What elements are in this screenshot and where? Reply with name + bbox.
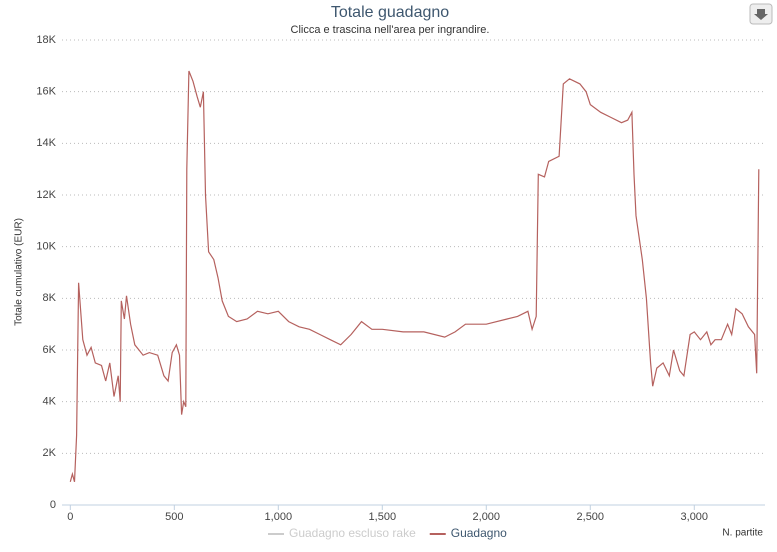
legend-label[interactable]: Guadagno: [451, 526, 507, 540]
chart-title: Totale guadagno: [331, 4, 449, 21]
x-tick-label: 500: [165, 511, 183, 523]
x-tick-label: 2,000: [473, 511, 501, 523]
y-tick-label: 18K: [36, 34, 56, 46]
export-button[interactable]: [749, 3, 773, 25]
x-tick-label: 0: [67, 511, 73, 523]
x-axis-label: N. partite: [722, 528, 763, 539]
legend-label[interactable]: Guadagno escluso rake: [289, 526, 416, 540]
y-tick-label: 10K: [36, 241, 56, 253]
y-tick-label: 0: [50, 499, 56, 511]
y-tick-label: 8K: [43, 292, 57, 304]
y-tick-label: 12K: [36, 189, 56, 201]
export-icon[interactable]: [754, 9, 768, 20]
y-tick-label: 4K: [43, 396, 57, 408]
x-tick-label: 1,500: [369, 511, 397, 523]
y-axis-label: Totale cumulativo (EUR): [14, 218, 25, 326]
chart-subtitle: Clicca e trascina nell'area per ingrandi…: [291, 24, 490, 36]
y-tick-label: 14K: [36, 137, 56, 149]
line-series: [69, 70, 760, 482]
y-tick-label: 6K: [43, 344, 57, 356]
x-tick-label: 3,000: [681, 511, 709, 523]
y-tick-label: 2K: [43, 447, 57, 459]
y-tick-label: 16K: [36, 86, 56, 98]
x-tick-label: 2,500: [577, 511, 605, 523]
x-tick-label: 1,000: [265, 511, 293, 523]
